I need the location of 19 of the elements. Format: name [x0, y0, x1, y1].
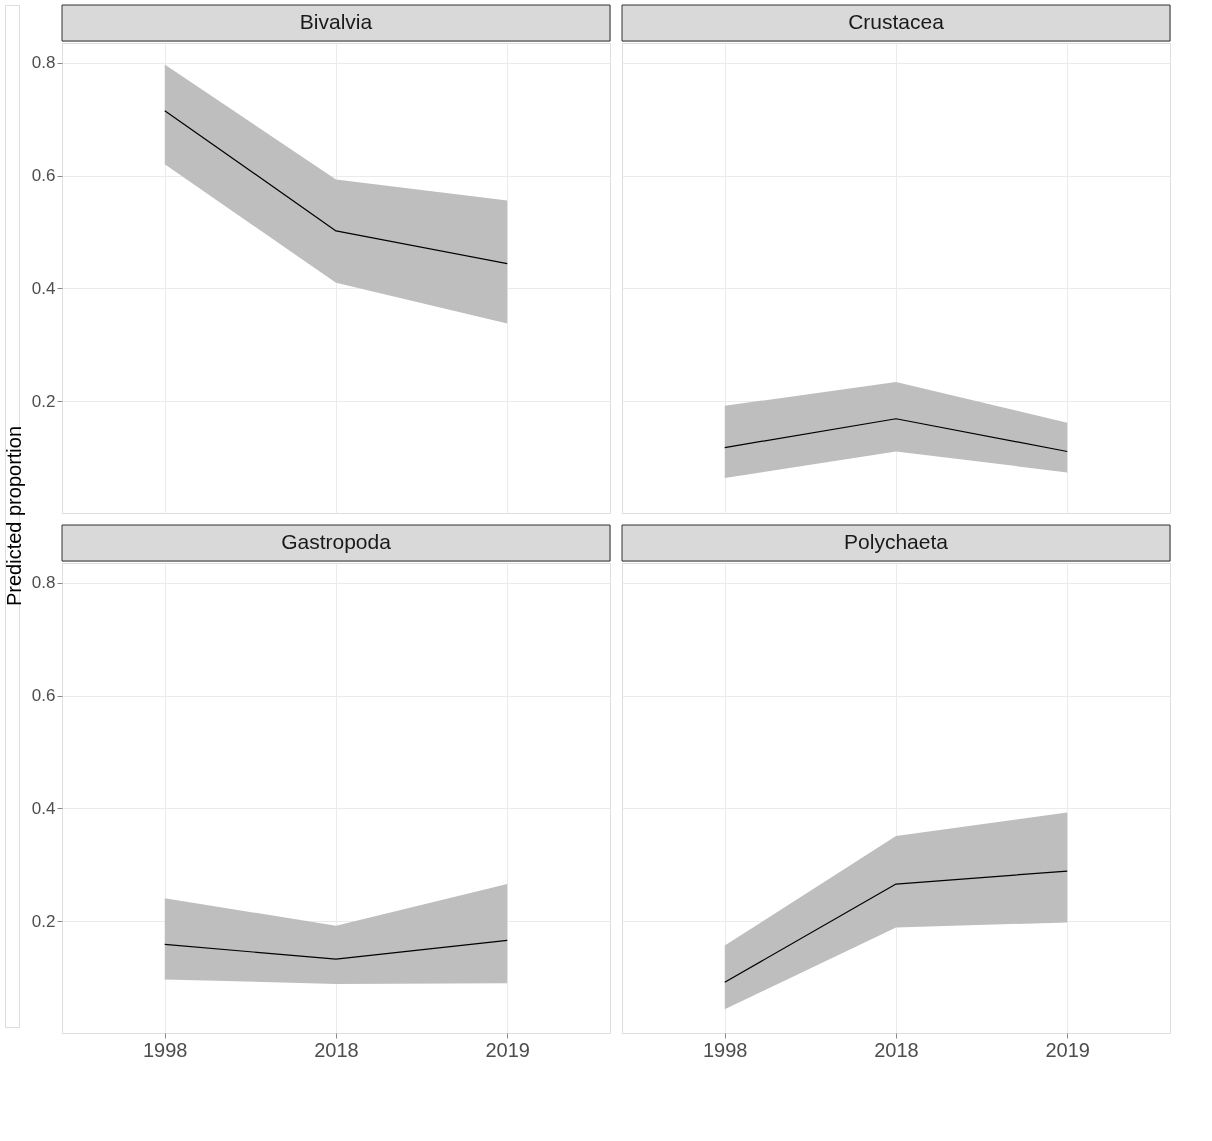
x-tick-label: 2018: [314, 1038, 359, 1061]
chart-title: Bivalvia: [299, 10, 373, 33]
x-tick-label: 2018: [874, 1038, 919, 1061]
y-tick-label: 0.6: [31, 686, 56, 706]
chart-title: Crustacea: [848, 10, 945, 33]
x-tick-label: 2019: [485, 1038, 530, 1061]
y-tick-label: 0.4: [31, 798, 56, 818]
x-tick-label: 2019: [1045, 1038, 1090, 1061]
y-tick-label: 0.2: [31, 911, 56, 931]
x-tick-label: 1998: [143, 1038, 188, 1061]
x-tick-label: 1998: [703, 1038, 748, 1061]
y-tick-label: 0.6: [31, 166, 56, 186]
y-tick-label: 0.2: [31, 391, 56, 411]
y-tick-label: 0.8: [31, 53, 56, 73]
y-tick-label: 0.4: [31, 278, 56, 298]
y-axis-title: Predicted proportion: [3, 425, 25, 607]
chart-title: Polychaeta: [844, 530, 949, 553]
chart-title: Gastropoda: [281, 530, 392, 553]
y-tick-label: 0.8: [31, 573, 56, 593]
